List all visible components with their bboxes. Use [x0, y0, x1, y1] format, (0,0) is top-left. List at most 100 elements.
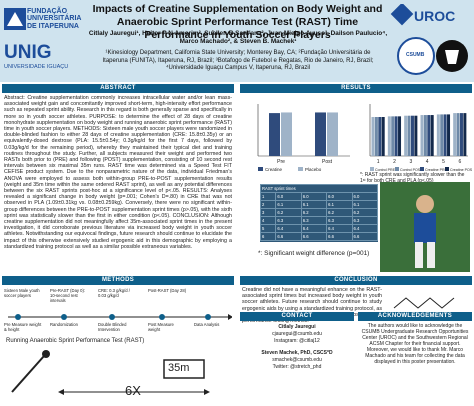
- weight-caption: *: Significant weight difference (p=001): [258, 250, 370, 257]
- contact-heading: CONTACT: [240, 312, 354, 321]
- creatine-molecule-icon: [393, 297, 455, 309]
- unig-subtitle: UNIVERSIDADE IGUAÇU: [4, 64, 69, 70]
- method-substep: Data Analysis: [194, 322, 220, 327]
- table-cell: 6.6: [351, 232, 379, 241]
- table-cell: 6.2: [326, 208, 353, 217]
- rast-diagram: [11, 350, 210, 395]
- abstract-heading: ABSTRACT: [2, 84, 234, 93]
- table-cell: 5: [259, 224, 277, 233]
- table-row: 4 6.3 6.3 6.3 6.3: [259, 216, 379, 225]
- step-marker: [205, 314, 211, 320]
- abstract-text: Abstract: Creatine supplementation commo…: [4, 95, 232, 250]
- bar: [410, 115, 414, 156]
- methods-steps: Sixteen Male youth soccer players Pre-RA…: [2, 288, 234, 308]
- contact-handle-2: Twitter: @stretch_phd: [272, 364, 322, 370]
- bar: [427, 115, 431, 156]
- bar: [404, 115, 408, 156]
- table-cell: 6.6: [326, 232, 353, 241]
- methods-substeps: Pre Measure weight & height Randomizatio…: [2, 322, 234, 336]
- table-cell: 1: [259, 192, 277, 201]
- bar: [269, 113, 280, 156]
- legend-swatch: [420, 167, 424, 171]
- unig-logo-text: UNIG: [4, 42, 52, 63]
- table-cell: 6.3: [326, 216, 353, 225]
- bar: [456, 113, 460, 156]
- bar: [371, 117, 375, 156]
- table-cell: 6.6: [275, 232, 302, 241]
- legend-label: Control PRE: [375, 168, 396, 172]
- bar: [440, 114, 444, 156]
- table-cell: 2: [259, 200, 277, 209]
- bar: [315, 112, 326, 156]
- runner-icon: [11, 355, 45, 393]
- step-marker: [159, 314, 165, 320]
- bar: [387, 116, 391, 156]
- bar: [463, 113, 467, 156]
- table-cell: 6.1: [351, 200, 379, 209]
- bar: [381, 117, 385, 156]
- table-cell: 6.1: [275, 200, 302, 209]
- method-step: Pre-RAST (Day 0): 10-second rest interva…: [50, 288, 86, 303]
- legend-swatch: [258, 167, 263, 171]
- method-step: Post-RAST (Day 28): [148, 288, 187, 293]
- table-cell: 6.0: [351, 192, 379, 201]
- method-substep: Randomization: [50, 322, 78, 327]
- bar: [394, 116, 398, 156]
- poster-authors: Citlaly Jauregui¹, Heitor P N Amorim², S…: [88, 30, 388, 45]
- bar: [423, 115, 427, 156]
- contact-email-1[interactable]: cjauregui@csumb.edu: [272, 331, 322, 337]
- legend-swatch: [298, 167, 303, 171]
- bar: [327, 112, 338, 156]
- bar: [453, 113, 457, 156]
- rast-distance: 35m: [168, 362, 190, 374]
- table-cell: 3: [259, 208, 277, 217]
- bar: [459, 113, 463, 156]
- distance-sign: [163, 359, 205, 379]
- x-tick-label: Pre: [277, 159, 285, 165]
- rast-reps: 6X: [125, 383, 141, 398]
- table-cell: 6.0: [326, 192, 353, 201]
- table-row: 3 6.2 6.2 6.2 6.2: [259, 208, 379, 217]
- bar: [398, 116, 402, 156]
- sprint-caption: *: RAST sprint was significantly slower …: [360, 172, 465, 184]
- method-substep: Post Measure weight: [148, 322, 174, 332]
- bar: [374, 117, 378, 156]
- x-tick-label: 2: [393, 159, 396, 165]
- bar: [447, 114, 451, 156]
- uroc-logo-icon: [390, 4, 468, 75]
- table-cell: 6.0: [300, 192, 328, 201]
- acknowledgements-text: The authors would like to acknowledge th…: [361, 323, 469, 365]
- uroc-text: UROC: [414, 8, 456, 24]
- table-cell: 6.3: [351, 216, 379, 225]
- x-tick-label: 6: [458, 159, 461, 165]
- contact-handle-1: Instagram: @citlaj12: [274, 338, 320, 344]
- table-row: 1 6.0 6.0 6.0 6.0: [259, 192, 379, 201]
- table-cell: 6: [259, 232, 277, 241]
- method-step: CRE: 0.3 g/kg/d / 0.03 g/kg/d: [98, 288, 130, 298]
- methods-timeline: [8, 314, 232, 320]
- left-logos: FUNDAÇÃO UNIVERSITÁRIA DE ITAPERUNA UNIG…: [2, 4, 84, 78]
- rast-label: Running Anaerobic Sprint Performance Tes…: [6, 338, 145, 344]
- bar: [443, 114, 447, 156]
- csumb-seal-text: CSUMB: [406, 52, 425, 58]
- method-substep: Pre Measure weight & height: [4, 322, 42, 332]
- poster-affiliations: ¹Kinesiology Department, California Stat…: [102, 50, 374, 72]
- step-marker: [109, 314, 115, 320]
- x-tick-label: 3: [409, 159, 412, 165]
- contact-email-2[interactable]: smachek@csumb.edu: [272, 357, 322, 363]
- bar: [430, 115, 434, 156]
- table-cell: 6.1: [300, 200, 328, 209]
- contact-name-2: Steven Machek, PhD, CSCS*D: [261, 350, 333, 356]
- contact-name-1: Citlaly Jauregui: [278, 324, 316, 330]
- table-cell: 6.4: [326, 224, 353, 233]
- legend-swatch: [370, 167, 374, 171]
- legend-swatch: [395, 167, 399, 171]
- table-row: 5 6.4 6.4 6.4 6.4: [259, 224, 379, 233]
- x-tick-label: 1: [377, 159, 380, 165]
- bar: [281, 112, 292, 156]
- bar: [436, 114, 440, 156]
- legend-label: Control POST: [400, 168, 423, 172]
- x-tick-label: 5: [442, 159, 445, 165]
- table-cell: 6.3: [275, 216, 302, 225]
- right-logos: UROC CSUMB: [390, 4, 472, 78]
